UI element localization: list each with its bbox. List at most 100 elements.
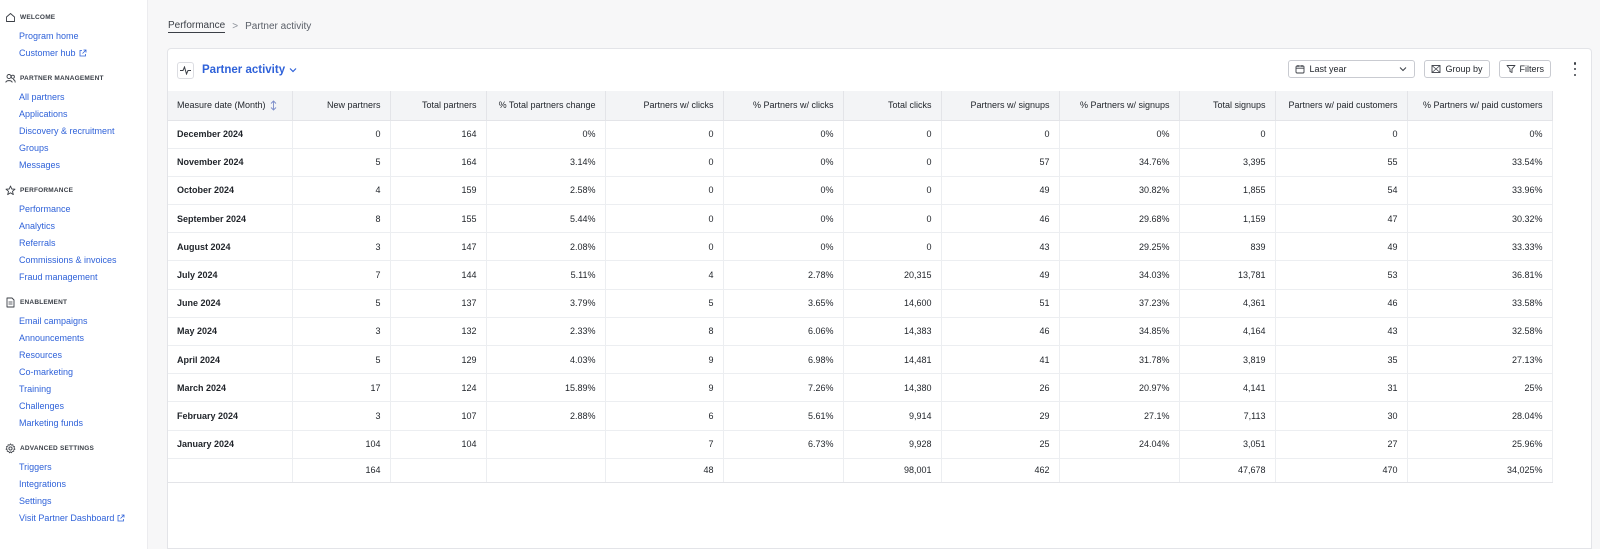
column-header[interactable]: % Partners w/ clicks: [723, 91, 844, 121]
table-cell: 46: [941, 204, 1060, 234]
sidebar-section-title: PARTNER MANAGEMENT: [20, 74, 104, 82]
total-cell: 164: [292, 457, 391, 483]
sidebar-item-co-marketing[interactable]: Co-marketing: [0, 363, 147, 380]
table-cell: 0: [843, 148, 942, 177]
sidebar-section-header: ENABLEMENT: [0, 295, 147, 309]
total-cell: 470: [1275, 457, 1408, 483]
date-range-select[interactable]: Last year: [1288, 60, 1416, 78]
table-cell: 14,380: [843, 373, 942, 403]
table-cell: 3.79%: [486, 289, 606, 318]
sidebar-section: ADVANCED SETTINGS Triggers Integrations Set…: [0, 441, 147, 526]
external-link-icon: [79, 49, 86, 56]
group-by-button[interactable]: Group by: [1424, 60, 1490, 78]
sidebar-item-messages[interactable]: Messages: [0, 156, 147, 173]
report-title-dropdown[interactable]: Partner activity: [202, 64, 297, 76]
sidebar-item-label: Settings: [19, 495, 52, 506]
column-header[interactable]: Partners w/ paid customers: [1275, 91, 1408, 121]
sidebar-item-label: Fraud management: [19, 271, 98, 282]
sidebar-item-customer-hub[interactable]: Customer hub: [0, 44, 147, 61]
table-cell: 0: [605, 204, 724, 234]
column-header-label: Total partners: [421, 100, 477, 111]
total-cell: 34,025%: [1407, 457, 1553, 483]
table-cell: 53: [1275, 260, 1408, 290]
measure-date-cell: October 2024: [168, 176, 293, 206]
column-header[interactable]: Total clicks: [843, 91, 942, 121]
table-cell: 159: [390, 176, 487, 206]
breadcrumb: Performance > Partner activity: [168, 20, 311, 33]
sidebar-item-resources[interactable]: Resources: [0, 346, 147, 363]
sidebar-item-marketing-funds[interactable]: Marketing funds: [0, 414, 147, 431]
sidebar-item-label: Discovery & recruitment: [19, 125, 115, 136]
column-header[interactable]: Measure date (Month): [168, 91, 293, 121]
column-header-label: Partners w/ clicks: [643, 100, 714, 111]
column-header[interactable]: % Total partners change: [486, 91, 606, 121]
sidebar-section-title: ADVANCED SETTINGS: [20, 444, 95, 452]
table-cell: 147: [390, 232, 487, 262]
table-cell: 6.98%: [723, 345, 844, 375]
sidebar-item-discovery-recruitment[interactable]: Discovery & recruitment: [0, 122, 147, 139]
sidebar-item-challenges[interactable]: Challenges: [0, 397, 147, 414]
breadcrumb-performance-link[interactable]: Performance: [168, 20, 226, 33]
external-link-icon: [117, 514, 125, 521]
table-cell: 25%: [1407, 373, 1553, 403]
sidebar-item-label: Training: [19, 383, 52, 394]
table-cell: 2.58%: [486, 176, 606, 206]
column-header[interactable]: % Partners w/ paid customers: [1407, 91, 1553, 121]
column-header-label: Partners w/ signups: [970, 100, 1050, 111]
sidebar-item-integrations[interactable]: Integrations: [0, 475, 147, 492]
sidebar-section-title: WELCOME: [20, 13, 56, 21]
table-cell: 28.04%: [1407, 401, 1553, 431]
measure-date-cell: May 2024: [168, 317, 293, 347]
table-cell: 55: [1275, 148, 1408, 177]
sidebar-item-label: Marketing funds: [19, 417, 84, 428]
sidebar-item-label: Commissions & invoices: [19, 254, 117, 265]
sidebar-item-announcements[interactable]: Announcements: [0, 329, 147, 346]
table-cell: 32.58%: [1407, 317, 1553, 347]
sidebar-item-visit-partner-dashboard[interactable]: Visit Partner Dashboard: [0, 509, 147, 526]
sidebar-item-settings[interactable]: Settings: [0, 492, 147, 509]
table-cell: 137: [390, 289, 487, 318]
more-options-icon[interactable]: [1573, 62, 1577, 76]
table-cell: 0: [605, 148, 724, 177]
sort-icon[interactable]: [270, 100, 277, 111]
column-header[interactable]: Total partners: [390, 91, 487, 121]
table-cell: 4: [292, 176, 391, 206]
sidebar-item-referrals[interactable]: Referrals: [0, 234, 147, 251]
table-cell: 9: [605, 345, 724, 375]
column-header[interactable]: New partners: [292, 91, 391, 121]
table-cell: 15.89%: [486, 373, 606, 403]
table-cell: 49: [1275, 232, 1408, 262]
table-cell: 14,383: [843, 317, 942, 347]
sidebar-item-email-campaigns[interactable]: Email campaigns: [0, 312, 147, 329]
sidebar-item-all-partners[interactable]: All partners: [0, 88, 147, 105]
sidebar-item-analytics[interactable]: Analytics: [0, 217, 147, 234]
table-cell: 0: [843, 176, 942, 206]
table-cell: 4.03%: [486, 345, 606, 375]
sidebar-item-triggers[interactable]: Triggers: [0, 458, 147, 475]
column-header[interactable]: % Partners w/ signups: [1059, 91, 1180, 121]
sidebar-item-applications[interactable]: Applications: [0, 105, 147, 122]
total-cell: 462: [941, 457, 1060, 483]
sidebar-item-commissions-invoices[interactable]: Commissions & invoices: [0, 251, 147, 268]
sidebar-item-training[interactable]: Training: [0, 380, 147, 397]
filters-button[interactable]: Filters: [1498, 60, 1551, 78]
table-cell: 0: [1275, 120, 1408, 149]
document-icon: [5, 297, 20, 308]
total-cell: [1059, 457, 1180, 483]
report-title: Partner activity: [202, 64, 286, 76]
sidebar-item-label: Challenges: [19, 400, 65, 411]
sidebar-item-performance[interactable]: Performance: [0, 200, 147, 217]
column-header-label: Partners w/ paid customers: [1288, 100, 1398, 111]
sidebar-item-groups[interactable]: Groups: [0, 139, 147, 156]
column-header-label: % Partners w/ paid customers: [1422, 100, 1543, 111]
table-cell: 3.65%: [723, 289, 844, 318]
sidebar-item-program-home[interactable]: Program home: [0, 27, 147, 44]
table-cell: 43: [941, 232, 1060, 262]
column-header[interactable]: Partners w/ clicks: [605, 91, 724, 121]
column-header[interactable]: Partners w/ signups: [941, 91, 1060, 121]
sidebar-item-label: Groups: [19, 142, 49, 153]
column-header[interactable]: Total signups: [1179, 91, 1276, 121]
table-cell: 0: [292, 120, 391, 149]
total-cell: [390, 457, 487, 483]
sidebar-item-fraud-management[interactable]: Fraud management: [0, 268, 147, 285]
